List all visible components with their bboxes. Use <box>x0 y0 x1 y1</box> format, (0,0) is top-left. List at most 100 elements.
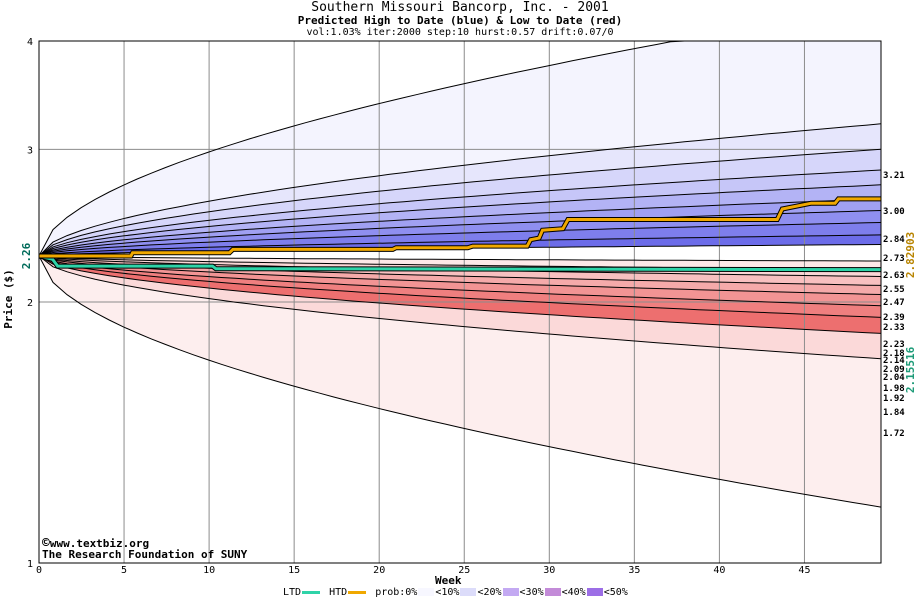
x-tick-label: 35 <box>628 565 640 576</box>
x-axis-title: Week <box>435 574 462 587</box>
legend-prob: prob:0% <10% <20% <30% <40% <50% <box>375 587 628 598</box>
legend-htd-label: HTD <box>329 587 348 598</box>
prob-bin-3-swatch <box>544 588 561 596</box>
quantile-end-label: 3.21 <box>883 171 905 181</box>
low-band <box>39 256 881 508</box>
quantile-line <box>39 255 881 307</box>
quantile-line <box>39 234 881 257</box>
low-band <box>39 256 881 270</box>
quantile-line <box>39 255 881 508</box>
chart-params: vol:1.03% iter:2000 step:10 hurst:0.57 d… <box>306 27 614 38</box>
quantile-end-label: 2.84 <box>883 235 905 245</box>
quantile-end-label: 1.92 <box>883 394 905 404</box>
quantile-end-label: 2.33 <box>883 323 905 333</box>
y-tick-label: 1 <box>27 559 33 570</box>
quantile-line <box>39 255 881 360</box>
quantile-line <box>39 255 881 295</box>
low-band <box>39 256 881 295</box>
quantile-end-label: 2.55 <box>883 285 905 295</box>
quantile-line <box>39 198 881 257</box>
x-tick-label: 30 <box>543 565 555 576</box>
plot-frame <box>38 40 882 564</box>
high-band <box>39 184 881 256</box>
quantile-line <box>39 255 881 262</box>
y-tick-label: 4 <box>27 37 33 48</box>
x-tick-label: 10 <box>203 565 215 576</box>
x-tick-label: 45 <box>798 565 810 576</box>
ltd-value-label: 2.15516 <box>904 346 917 393</box>
quantile-end-label: 2.47 <box>883 298 905 308</box>
quantile-end-label: 2.23 <box>883 340 905 350</box>
legend-bin-label: <40% <box>561 587 586 598</box>
high-band <box>39 123 881 256</box>
y-tick-label: 3 <box>27 145 33 156</box>
legend-ltd: LTD <box>283 587 321 598</box>
chart-subtitle: Predicted High to Date (blue) & Low to D… <box>297 14 623 27</box>
median-band <box>39 244 881 261</box>
x-tick-label: 5 <box>121 565 127 576</box>
quantile-line <box>39 41 881 257</box>
quantile-end-label: 2.73 <box>883 254 905 264</box>
quantile-end-label: 2.63 <box>883 271 905 281</box>
prob-bin-4-swatch <box>586 588 603 596</box>
quantile-end-label: 1.72 <box>883 429 905 439</box>
y-axis-title: Price ($) <box>2 269 15 329</box>
high-band <box>39 170 881 256</box>
legend-bin-label: <20% <box>477 587 502 598</box>
credit-org: The Research Foundation of SUNY <box>42 548 248 561</box>
x-tick-label: 40 <box>713 565 725 576</box>
axis-labels: 0 5 10 15 20 25 30 35 40 45 1 2 3 4 Week Price ($) 2.26 3… <box>2 37 917 587</box>
quantile-line <box>39 210 881 257</box>
quantile-end-label: 1.84 <box>883 408 905 418</box>
x-tick-label: 20 <box>373 565 385 576</box>
prob-bin-0-swatch <box>418 588 435 596</box>
quantile-line <box>39 148 881 257</box>
quantile-end-label: 2.09 <box>883 365 905 375</box>
quantile-line <box>39 222 881 257</box>
chart-titles: Southern Missouri Bancorp, Inc. - 2001 P… <box>0 1 920 39</box>
credit-site[interactable]: ©www.textbiz.org <box>42 536 149 551</box>
quantile-line <box>39 123 881 257</box>
legend-htd: HTD <box>329 587 367 598</box>
high-band <box>39 222 881 256</box>
axes <box>38 40 882 564</box>
start-price-label: 2.26 <box>20 242 33 269</box>
quantile-end-label: 1.98 <box>883 384 905 394</box>
legend-bin-label: <30% <box>519 587 544 598</box>
legend-ltd-label: LTD <box>283 587 302 598</box>
high-band <box>39 149 881 256</box>
chart-title: Southern Missouri Bancorp, Inc. - 2001 <box>311 0 609 15</box>
quantile-line <box>39 255 881 334</box>
ltd-swatch <box>302 590 321 594</box>
htd-value-label: 2.82903 <box>904 232 917 278</box>
quantile-line <box>39 169 881 257</box>
ltd-line <box>38 254 882 272</box>
quantile-end-label: 2.18 <box>883 349 905 359</box>
low-band <box>39 256 881 334</box>
high-low-paths <box>38 196 882 273</box>
x-tick-label: 0 <box>36 565 42 576</box>
quantile-end-label: 3.00 <box>883 207 905 217</box>
high-band <box>39 198 881 256</box>
credit-site-text: www.textbiz.org <box>49 537 150 550</box>
legend: LTD HTD prob:0% <10% <20% <30% <40% <50% <box>283 587 630 598</box>
x-tick-label: 15 <box>288 565 300 576</box>
x-tick-label: 25 <box>458 565 470 576</box>
y-tick-label: 2 <box>27 298 33 309</box>
copyright-icon: © <box>42 536 50 551</box>
prob-bin-1-swatch <box>460 588 477 596</box>
prob-bin-2-swatch <box>502 588 519 596</box>
quantile-line <box>39 184 881 257</box>
quantile-line <box>39 255 881 318</box>
legend-bin-label: <10% <box>435 587 460 598</box>
legend-bin-label: <50% <box>603 587 628 598</box>
low-band <box>39 256 881 359</box>
quantile-end-label: 2.04 <box>883 373 905 383</box>
quantile-end-label: 2.14 <box>883 356 905 366</box>
high-band <box>39 41 881 256</box>
htd-swatch <box>348 590 367 594</box>
quantile-end-label: 2.39 <box>883 313 905 323</box>
low-band <box>39 256 881 306</box>
htd-line <box>39 197 881 258</box>
legend-prob-label: prob:0% <box>375 587 418 598</box>
